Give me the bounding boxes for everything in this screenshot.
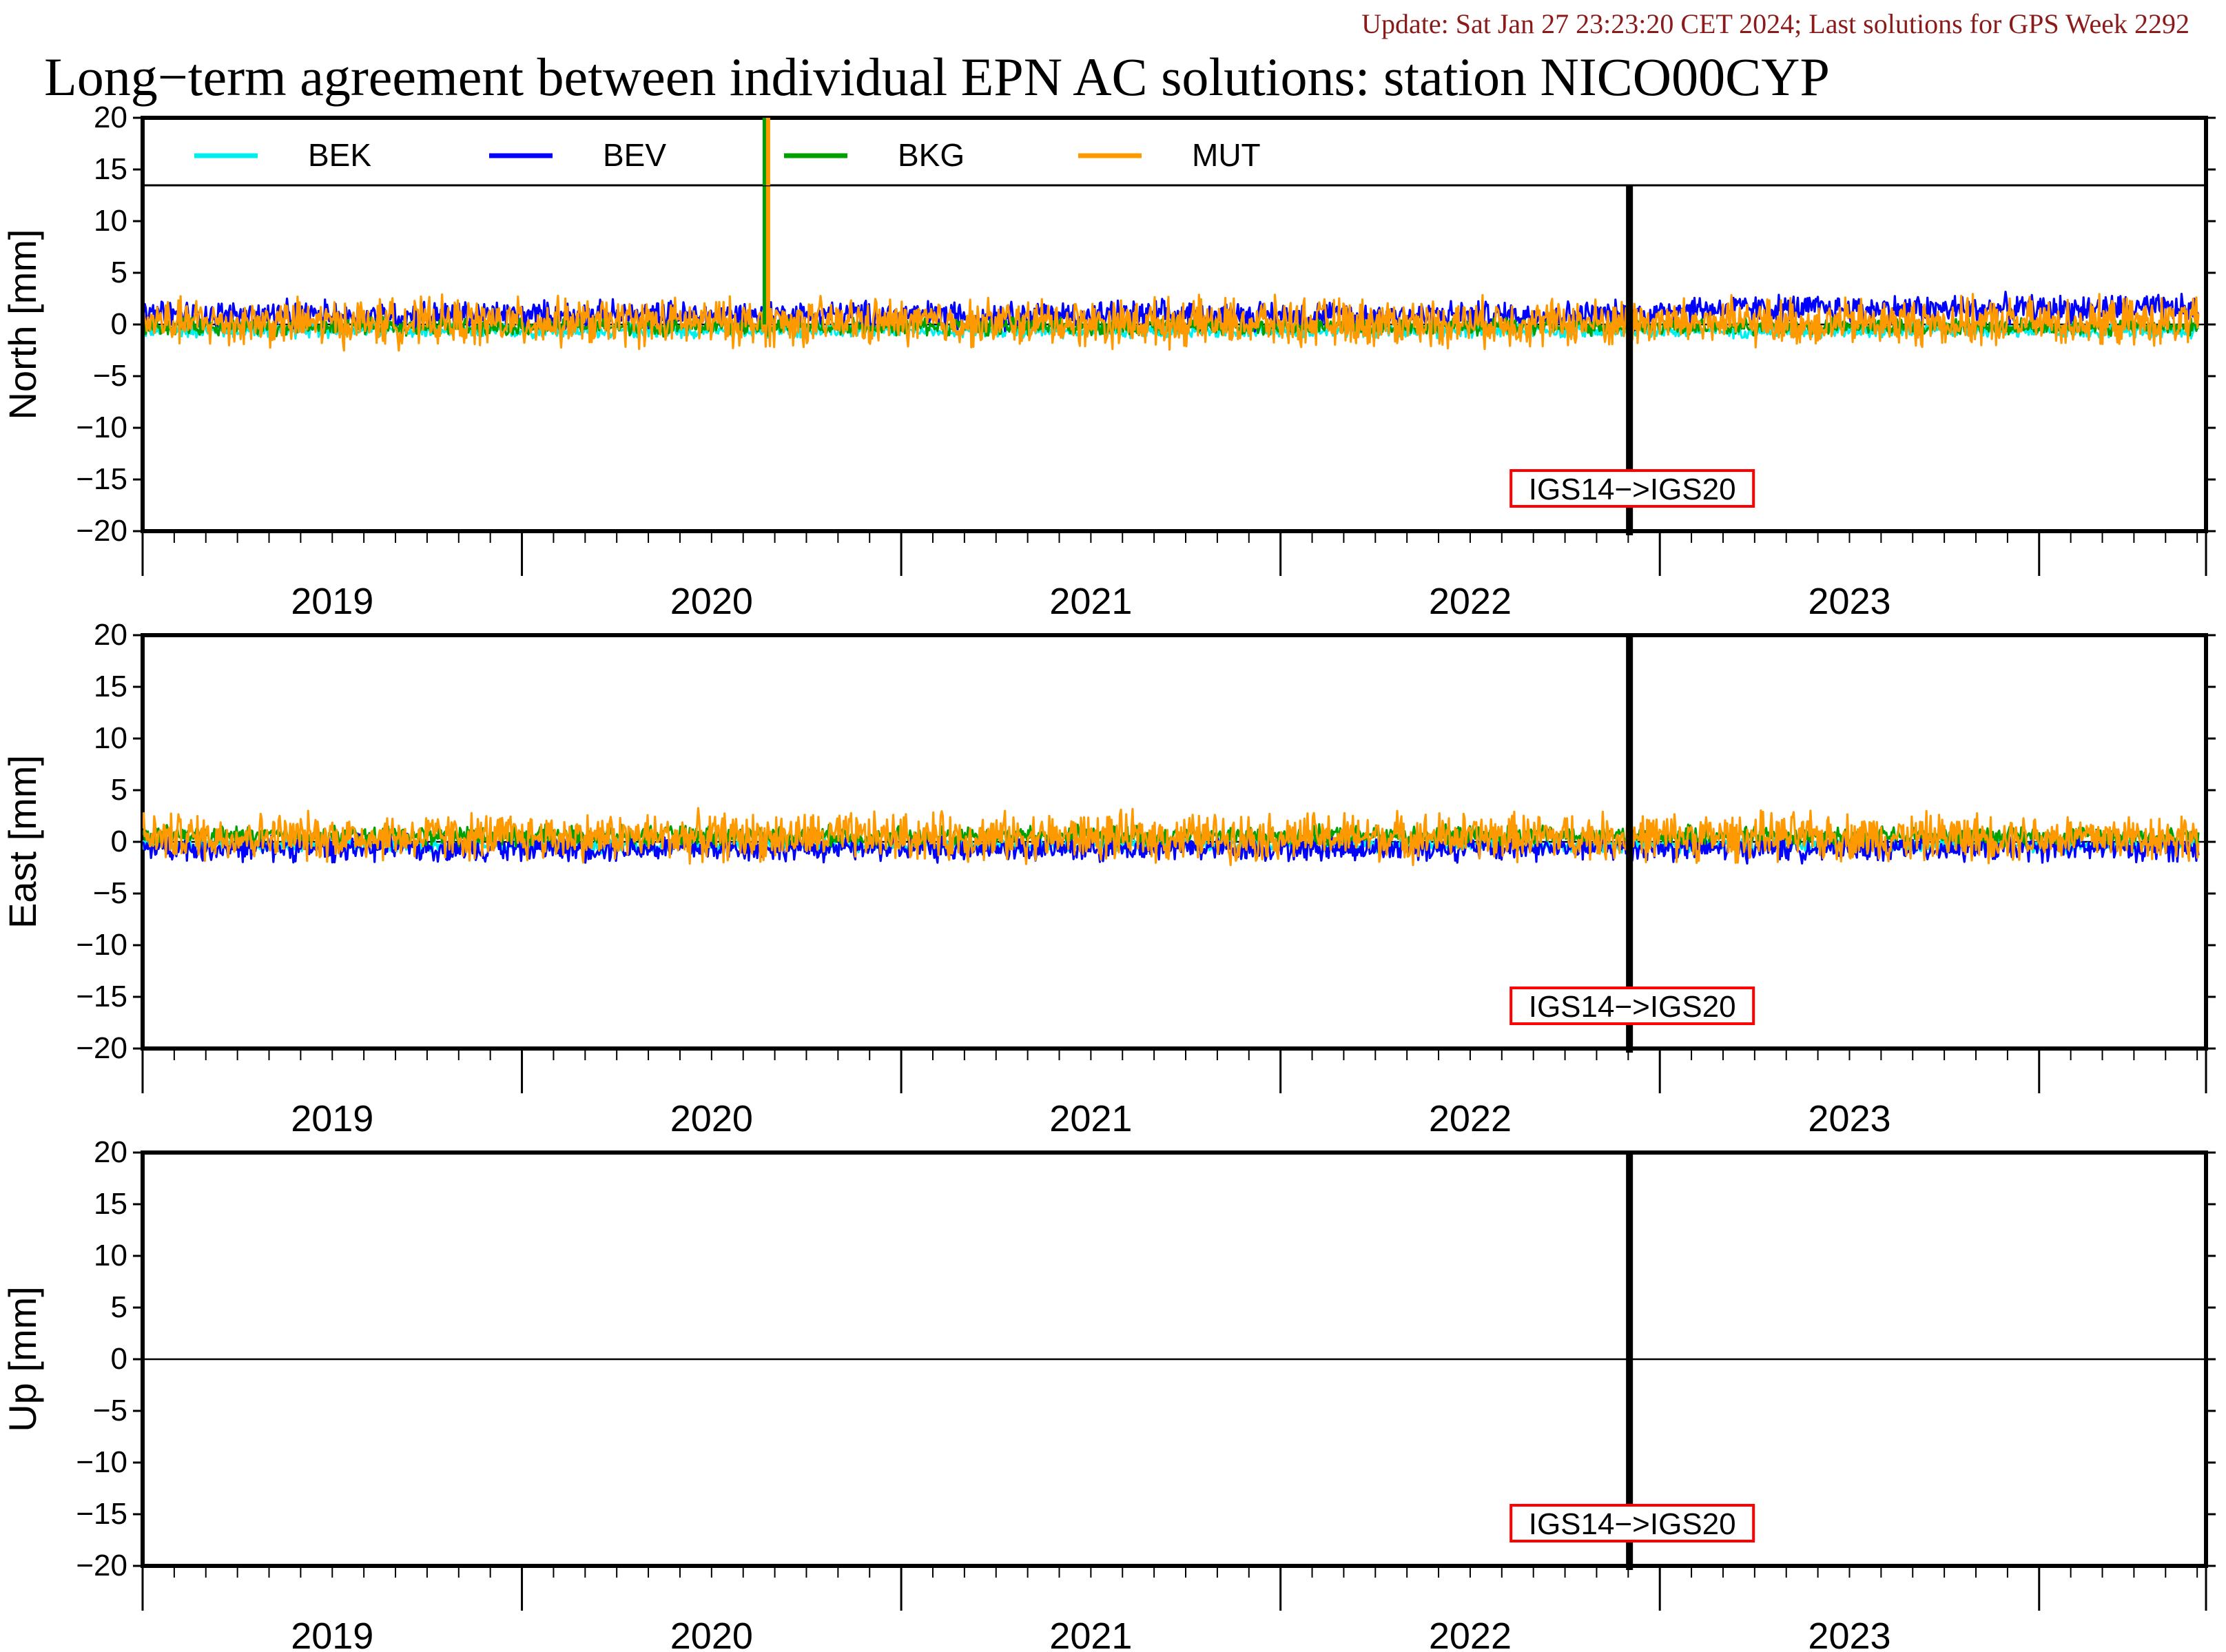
figure-title: Long−term agreement between individual E… — [44, 47, 1830, 107]
y-tick-label: −5 — [93, 876, 127, 910]
series-group — [143, 118, 2200, 352]
y-tick-label: −5 — [93, 1394, 127, 1427]
y-tick-label: 0 — [111, 825, 127, 858]
y-tick-label: 5 — [111, 773, 127, 807]
y-tick-label: 15 — [94, 670, 127, 703]
legend-item-bev: BEV — [489, 137, 666, 173]
legend-item-mut: MUT — [1078, 137, 1261, 173]
y-tick-label: 5 — [111, 256, 127, 289]
x-tick-label: 2022 — [1429, 581, 1512, 622]
y-axis-label: East [mm] — [1, 755, 44, 929]
panel-east: 20 15 10 5 0 −5 −10 −15 −20 East [mm] 2019 2020 2021… — [1, 618, 2216, 1139]
y-tick-label: −20 — [76, 1031, 127, 1065]
x-tick-label: 2019 — [291, 1098, 373, 1139]
y-tick-label: −10 — [76, 411, 127, 444]
y-tick-label: −15 — [76, 1497, 127, 1531]
y-tick-label: −5 — [93, 359, 127, 393]
y-tick-label: 15 — [94, 1187, 127, 1221]
y-axis-label: Up [mm] — [1, 1286, 44, 1432]
legend-label: BEK — [308, 137, 371, 173]
x-tick-label: 2021 — [1049, 1615, 1132, 1652]
series-line-mut — [143, 807, 2200, 867]
legend-item-bkg: BKG — [784, 137, 965, 173]
y-tick-label: 0 — [111, 1342, 127, 1376]
x-tick-label: 2020 — [670, 1615, 753, 1652]
series-line-mut — [143, 293, 2200, 352]
legend-item-bek: BEK — [194, 137, 371, 173]
y-tick-label: −10 — [76, 928, 127, 962]
y-tick-label: −15 — [76, 462, 127, 496]
frame-change-label: IGS14−>IGS20 — [1529, 1507, 1736, 1541]
y-tick-label: 15 — [94, 152, 127, 186]
y-tick-label: −15 — [76, 980, 127, 1013]
x-tick-label: 2022 — [1429, 1098, 1512, 1139]
x-tick-label: 2020 — [670, 581, 753, 622]
y-tick-label: −10 — [76, 1445, 127, 1479]
legend-label: MUT — [1192, 137, 1261, 173]
legend-label: BKG — [898, 137, 965, 173]
x-tick-label: 2019 — [291, 1615, 373, 1652]
legend-label: BEV — [603, 137, 666, 173]
y-tick-label: 5 — [111, 1290, 127, 1324]
legend-bg — [143, 118, 2206, 185]
x-tick-label: 2021 — [1049, 1098, 1132, 1139]
x-tick-label: 2023 — [1808, 581, 1890, 622]
y-tick-label: −20 — [76, 1549, 127, 1582]
y-tick-label: 20 — [94, 618, 127, 652]
y-axis-label: North [mm] — [1, 229, 44, 420]
x-tick-label: 2022 — [1429, 1615, 1512, 1652]
y-tick-label: 20 — [94, 101, 127, 134]
x-tick-label: 2020 — [670, 1098, 753, 1139]
frame-change-box — [1509, 1504, 1755, 1542]
x-tick-label: 2019 — [291, 581, 373, 622]
panel-north: 20 15 10 5 0 −5 −10 −15 −20 North [mm] 2019 2020 202… — [1, 101, 2216, 622]
series-group — [143, 807, 2200, 867]
plot-frame-top — [141, 116, 2208, 533]
x-tick-label: 2023 — [1808, 1615, 1890, 1652]
y-tick-label: 20 — [94, 1135, 127, 1169]
x-tick-label: 2021 — [1049, 581, 1132, 622]
x-tick-label: 2023 — [1808, 1098, 1890, 1139]
y-tick-label: 10 — [94, 721, 127, 755]
panel-up: 20 15 10 5 0 −5 −10 −15 −20 Up [mm] 2019 2020 2021 20… — [1, 1135, 2216, 1652]
frame-change-box — [1509, 469, 1755, 508]
frame-change-label: IGS14−>IGS20 — [1529, 473, 1736, 506]
y-tick-label: 10 — [94, 204, 127, 238]
y-tick-label: 10 — [94, 1239, 127, 1272]
frame-change-box — [1509, 987, 1755, 1025]
y-tick-label: −20 — [76, 514, 127, 548]
update-text: Update: Sat Jan 27 23:23:20 CET 2024; La… — [1361, 8, 2189, 39]
frame-change-label: IGS14−>IGS20 — [1529, 990, 1736, 1024]
y-tick-label: 0 — [111, 307, 127, 341]
